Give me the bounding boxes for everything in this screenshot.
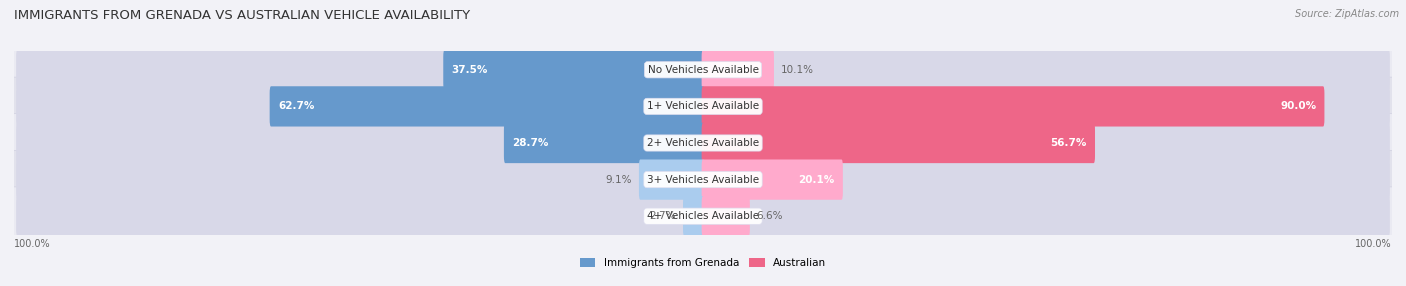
- FancyBboxPatch shape: [702, 160, 842, 200]
- FancyBboxPatch shape: [702, 123, 1095, 163]
- Text: 6.6%: 6.6%: [756, 211, 783, 221]
- FancyBboxPatch shape: [270, 86, 704, 126]
- Text: 62.7%: 62.7%: [278, 102, 315, 111]
- FancyBboxPatch shape: [683, 196, 704, 236]
- Text: 100.0%: 100.0%: [14, 239, 51, 249]
- FancyBboxPatch shape: [702, 86, 1391, 126]
- Text: 56.7%: 56.7%: [1050, 138, 1087, 148]
- Text: IMMIGRANTS FROM GRENADA VS AUSTRALIAN VEHICLE AVAILABILITY: IMMIGRANTS FROM GRENADA VS AUSTRALIAN VE…: [14, 9, 470, 21]
- Text: 4+ Vehicles Available: 4+ Vehicles Available: [647, 211, 759, 221]
- FancyBboxPatch shape: [702, 160, 1391, 200]
- FancyBboxPatch shape: [702, 50, 1391, 90]
- FancyBboxPatch shape: [503, 123, 704, 163]
- FancyBboxPatch shape: [15, 196, 704, 236]
- Text: 3+ Vehicles Available: 3+ Vehicles Available: [647, 175, 759, 184]
- Text: 10.1%: 10.1%: [780, 65, 814, 75]
- Text: 9.1%: 9.1%: [606, 175, 633, 184]
- Text: 90.0%: 90.0%: [1279, 102, 1316, 111]
- FancyBboxPatch shape: [443, 50, 704, 90]
- FancyBboxPatch shape: [15, 123, 704, 163]
- Text: 2+ Vehicles Available: 2+ Vehicles Available: [647, 138, 759, 148]
- FancyBboxPatch shape: [13, 77, 1393, 136]
- FancyBboxPatch shape: [13, 114, 1393, 172]
- FancyBboxPatch shape: [15, 86, 704, 126]
- FancyBboxPatch shape: [15, 50, 704, 90]
- Text: 100.0%: 100.0%: [1355, 239, 1392, 249]
- FancyBboxPatch shape: [702, 196, 749, 236]
- Text: 2.7%: 2.7%: [650, 211, 676, 221]
- Text: 37.5%: 37.5%: [451, 65, 488, 75]
- FancyBboxPatch shape: [702, 196, 1391, 236]
- FancyBboxPatch shape: [702, 50, 773, 90]
- Legend: Immigrants from Grenada, Australian: Immigrants from Grenada, Australian: [578, 256, 828, 270]
- Text: 20.1%: 20.1%: [799, 175, 835, 184]
- FancyBboxPatch shape: [13, 41, 1393, 99]
- Text: No Vehicles Available: No Vehicles Available: [648, 65, 758, 75]
- FancyBboxPatch shape: [702, 123, 1391, 163]
- FancyBboxPatch shape: [13, 187, 1393, 245]
- FancyBboxPatch shape: [638, 160, 704, 200]
- FancyBboxPatch shape: [15, 160, 704, 200]
- FancyBboxPatch shape: [13, 150, 1393, 209]
- FancyBboxPatch shape: [702, 86, 1324, 126]
- Text: 1+ Vehicles Available: 1+ Vehicles Available: [647, 102, 759, 111]
- Text: 28.7%: 28.7%: [512, 138, 548, 148]
- Text: Source: ZipAtlas.com: Source: ZipAtlas.com: [1295, 9, 1399, 19]
